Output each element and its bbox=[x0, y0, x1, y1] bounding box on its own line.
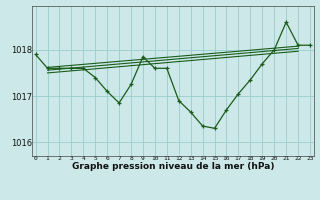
X-axis label: Graphe pression niveau de la mer (hPa): Graphe pression niveau de la mer (hPa) bbox=[72, 162, 274, 171]
